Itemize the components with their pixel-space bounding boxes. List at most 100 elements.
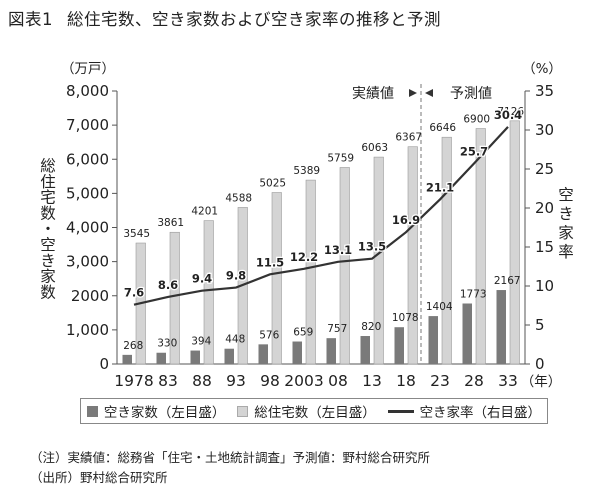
- label-vacant: 268: [123, 340, 143, 352]
- bar-vacant: [122, 354, 132, 364]
- bar-vacant: [326, 338, 336, 364]
- left-axis-title: 総住宅数・空き家数: [40, 157, 56, 301]
- label-vacant: 394: [191, 336, 211, 348]
- label-rate: 8.6: [158, 278, 178, 292]
- label-rate: 9.8: [226, 269, 246, 283]
- bar-total: [407, 146, 418, 365]
- legend-label-vacant: 空き家数（左目盛）: [103, 405, 226, 421]
- bar-total: [169, 231, 180, 365]
- label-total: 6646: [429, 122, 456, 134]
- arrow-actual: [409, 89, 417, 97]
- legend-swatch-vacant: [86, 405, 98, 417]
- legend-label-total: 総住宅数（左目盛）: [254, 405, 376, 421]
- label-vacant: 1078: [392, 312, 419, 324]
- x-axis-unit: （年）: [521, 374, 562, 390]
- x-tick-label: 2003: [284, 372, 323, 390]
- label-total: 5025: [259, 178, 286, 190]
- x-tick-label: 33: [498, 372, 518, 390]
- left-axis-unit: （万戸）: [61, 61, 115, 77]
- legend-item-rate: 空き家率（右目盛）: [387, 401, 542, 421]
- label-total: 5389: [293, 165, 320, 177]
- legend-label-rate: 空き家率（右目盛）: [419, 405, 542, 421]
- x-tick-label: 93: [226, 372, 246, 390]
- right-axis-title-char: 空: [558, 186, 574, 204]
- label-vacant: 820: [361, 321, 381, 333]
- bar-vacant: [190, 350, 200, 364]
- labels-group: 1978 83 88 93 98 2003 08 13 18 23 28 33 （年） 3545 268 38…: [114, 86, 561, 390]
- bar-vacant: [156, 352, 166, 364]
- label-rate: 13.1: [324, 243, 352, 257]
- x-tick-label: 08: [328, 372, 348, 390]
- chart-title: 図表1 総住宅数、空き家数および空き家率の推移と予測: [8, 6, 441, 30]
- label-total: 7126: [497, 106, 524, 118]
- annotation-actual: 実績値: [352, 86, 394, 102]
- bar-vacant: [394, 327, 404, 364]
- arrow-forecast: [425, 89, 433, 97]
- rate-line: [133, 126, 509, 306]
- x-tick-label: 13: [362, 372, 382, 390]
- right-tick-label: 30: [535, 121, 554, 139]
- bar-vacant: [496, 290, 506, 364]
- bar-vacant: [428, 316, 438, 364]
- right-axis-title-char: 率: [558, 243, 574, 261]
- left-axis-title-char: 総: [40, 157, 56, 175]
- right-axis-unit: （%）: [522, 61, 562, 77]
- right-tick-label: 10: [535, 277, 554, 295]
- legend-swatch-total: [237, 405, 249, 417]
- bar-vacant: [292, 341, 302, 364]
- label-total: 4588: [225, 192, 252, 204]
- label-rate: 21.1: [426, 180, 454, 194]
- label-vacant: 330: [157, 338, 177, 350]
- right-axis-title: 空き家率: [558, 186, 574, 261]
- left-axis-title-char: 空: [40, 236, 56, 254]
- right-tick-label: 15: [535, 238, 554, 256]
- label-vacant: 1773: [460, 288, 487, 300]
- line-group: [133, 126, 509, 306]
- label-rate: 12.2: [290, 250, 318, 264]
- left-axis-title-char: 家: [40, 268, 56, 286]
- left-tick-label: 7,000: [66, 116, 109, 134]
- bar-total: [441, 136, 452, 365]
- left-tick-label: 0: [99, 355, 109, 373]
- chart-area: 0 1,000 2000 3,000 4,000 5,000 6,000 7,000 8,000…: [40, 61, 574, 390]
- label-total: 5759: [327, 152, 354, 164]
- left-tick-label: 5,000: [66, 184, 109, 202]
- left-tick-label: 8,000: [66, 82, 109, 100]
- right-tick-label: 0: [535, 355, 545, 373]
- bar-total: [475, 128, 486, 365]
- chart-note: （注）実績値：総務省「住宅・土地統計調査」予測値：野村総合研究所: [30, 450, 431, 465]
- right-tick-label: 35: [535, 82, 554, 100]
- x-tick-label: 23: [430, 372, 450, 390]
- bar-total: [509, 120, 520, 365]
- bar-vacant: [224, 348, 234, 364]
- right-axis-title-char: 家: [558, 224, 574, 242]
- right-tick-label: 5: [535, 316, 545, 334]
- label-rate: 13.5: [358, 240, 386, 254]
- axes-group: 0 1,000 2000 3,000 4,000 5,000 6,000 7,000 8,000…: [40, 61, 574, 373]
- label-vacant: 576: [259, 329, 279, 341]
- label-vacant: 1404: [426, 301, 453, 313]
- legend-item-total: 総住宅数（左目盛）: [237, 401, 376, 421]
- label-total: 3861: [157, 217, 184, 229]
- left-axis-title-char: き: [40, 252, 56, 270]
- left-axis-title-char: 数: [40, 204, 56, 222]
- bar-vacant: [258, 344, 268, 364]
- x-tick-label: 88: [192, 372, 212, 390]
- label-rate: 7.6: [124, 286, 144, 300]
- label-rate: 30.4: [494, 108, 522, 122]
- left-tick-label: 6,000: [66, 150, 109, 168]
- left-tick-label: 1,000: [66, 321, 109, 339]
- bar-total: [203, 220, 214, 365]
- left-axis-title-char: 数: [40, 283, 56, 301]
- annotation-forecast: 予測値: [450, 86, 492, 102]
- left-tick-label: 3,000: [66, 253, 109, 271]
- x-tick-label: 28: [464, 372, 484, 390]
- chart-source: （出所）野村総合研究所: [30, 470, 168, 485]
- left-axis-title-char: ・: [40, 220, 56, 238]
- left-axis-title-char: 宅: [40, 189, 56, 207]
- label-total: 4201: [191, 206, 218, 218]
- title-text: 総住宅数、空き家数および空き家率の推移と予測: [67, 10, 441, 29]
- label-total: 6900: [463, 114, 490, 126]
- label-total: 6063: [361, 142, 388, 154]
- left-tick-label: 4,000: [66, 219, 109, 237]
